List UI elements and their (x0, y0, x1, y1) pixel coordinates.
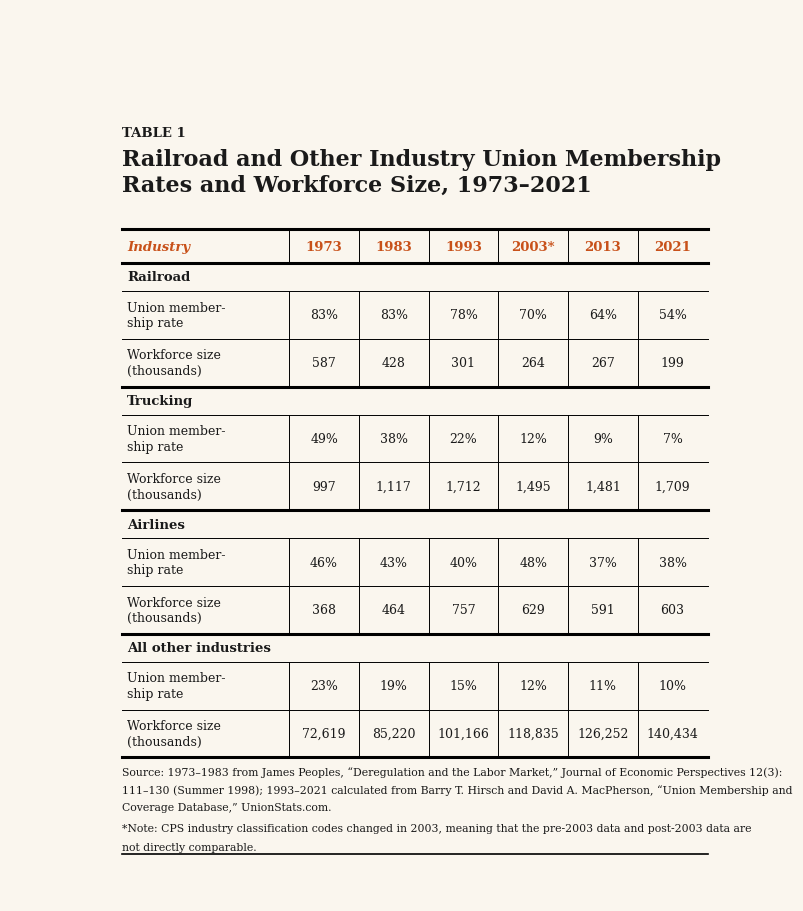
Text: Union member-
ship rate: Union member- ship rate (127, 302, 226, 330)
Text: 591: 591 (590, 604, 614, 617)
Text: 64%: 64% (588, 309, 616, 322)
Text: 140,434: 140,434 (646, 727, 698, 740)
Text: 464: 464 (381, 604, 406, 617)
Text: 126,252: 126,252 (577, 727, 628, 740)
Text: 85,220: 85,220 (372, 727, 415, 740)
Text: 2013: 2013 (584, 241, 621, 253)
Text: Union member-
ship rate: Union member- ship rate (127, 548, 226, 577)
Text: Union member-
ship rate: Union member- ship rate (127, 425, 226, 454)
Text: 83%: 83% (379, 309, 407, 322)
Text: 11%: 11% (588, 680, 616, 692)
Text: 83%: 83% (310, 309, 338, 322)
Text: Workforce size
(thousands): Workforce size (thousands) (127, 473, 221, 501)
Text: 368: 368 (312, 604, 336, 617)
Text: 19%: 19% (379, 680, 407, 692)
Text: 49%: 49% (310, 433, 337, 445)
Text: 1,117: 1,117 (376, 480, 411, 493)
Text: 101,166: 101,166 (437, 727, 489, 740)
Text: 37%: 37% (589, 556, 616, 569)
Text: 1,709: 1,709 (654, 480, 690, 493)
Text: 38%: 38% (658, 556, 686, 569)
Text: 997: 997 (312, 480, 336, 493)
Text: 43%: 43% (379, 556, 407, 569)
Text: Workforce size
(thousands): Workforce size (thousands) (127, 596, 221, 624)
Text: 54%: 54% (658, 309, 686, 322)
Text: *Note: CPS industry classification codes changed in 2003, meaning that the pre-2: *Note: CPS industry classification codes… (122, 824, 751, 834)
Text: 111–130 (Summer 1998); 1993–2021 calculated from Barry T. Hirsch and David A. Ma: 111–130 (Summer 1998); 1993–2021 calcula… (122, 784, 792, 795)
Text: 603: 603 (660, 604, 683, 617)
Text: 7%: 7% (662, 433, 682, 445)
Text: Coverage Database,” UnionStats.com.: Coverage Database,” UnionStats.com. (122, 803, 332, 813)
Text: 46%: 46% (310, 556, 338, 569)
Text: 1,712: 1,712 (445, 480, 481, 493)
Text: 264: 264 (520, 357, 544, 370)
Text: 70%: 70% (519, 309, 547, 322)
Text: Airlines: Airlines (127, 518, 185, 531)
Text: 1993: 1993 (445, 241, 481, 253)
Text: 757: 757 (451, 604, 475, 617)
Text: 301: 301 (451, 357, 475, 370)
Text: Source: 1973–1983 from James Peoples, “Deregulation and the Labor Market,” Journ: Source: 1973–1983 from James Peoples, “D… (122, 766, 781, 777)
Text: 1,481: 1,481 (585, 480, 620, 493)
Text: Railroad and Other Industry Union Membership
Rates and Workforce Size, 1973–2021: Railroad and Other Industry Union Member… (122, 149, 720, 197)
Text: 12%: 12% (519, 680, 547, 692)
Text: 587: 587 (312, 357, 336, 370)
Text: 72,619: 72,619 (302, 727, 345, 740)
Text: 118,835: 118,835 (507, 727, 558, 740)
Text: 1983: 1983 (375, 241, 412, 253)
Text: 12%: 12% (519, 433, 547, 445)
Text: 2021: 2021 (654, 241, 690, 253)
Text: TABLE 1: TABLE 1 (122, 127, 185, 140)
Text: 9%: 9% (592, 433, 612, 445)
Text: 629: 629 (520, 604, 544, 617)
Text: 2003*: 2003* (511, 241, 554, 253)
Text: Trucking: Trucking (127, 394, 194, 407)
Text: Railroad: Railroad (127, 271, 190, 284)
Text: Industry: Industry (127, 241, 190, 253)
Text: 22%: 22% (449, 433, 477, 445)
Text: 1,495: 1,495 (515, 480, 550, 493)
Text: 38%: 38% (379, 433, 407, 445)
Text: 48%: 48% (519, 556, 547, 569)
Text: Workforce size
(thousands): Workforce size (thousands) (127, 720, 221, 748)
Text: 15%: 15% (449, 680, 477, 692)
Text: 23%: 23% (310, 680, 337, 692)
Text: 199: 199 (660, 357, 683, 370)
Text: 1973: 1973 (305, 241, 342, 253)
Text: 10%: 10% (658, 680, 686, 692)
Text: 267: 267 (590, 357, 614, 370)
Text: 40%: 40% (449, 556, 477, 569)
Text: Workforce size
(thousands): Workforce size (thousands) (127, 349, 221, 377)
Text: All other industries: All other industries (127, 641, 271, 654)
Text: not directly comparable.: not directly comparable. (122, 842, 257, 852)
Text: Union member-
ship rate: Union member- ship rate (127, 671, 226, 701)
Text: 428: 428 (381, 357, 406, 370)
Text: 78%: 78% (449, 309, 477, 322)
